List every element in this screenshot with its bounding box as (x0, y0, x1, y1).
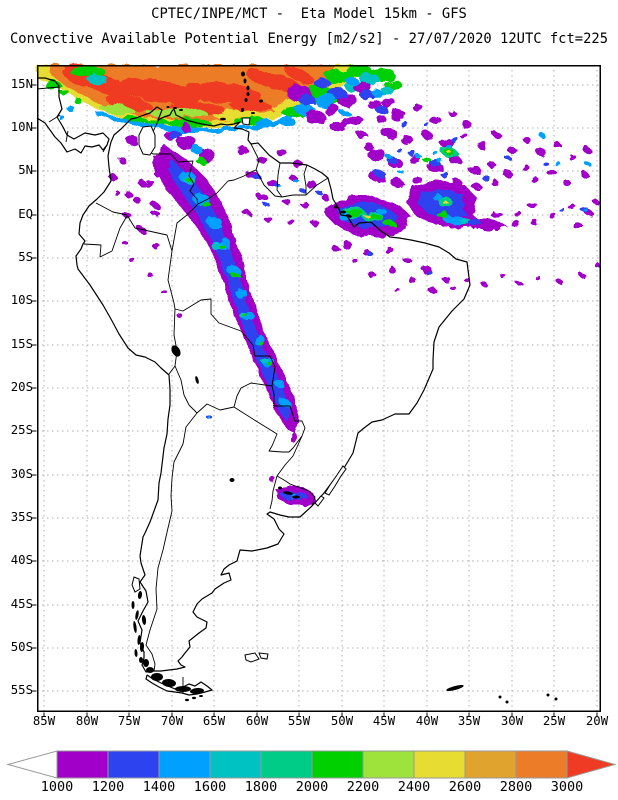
lon-label: 55W (287, 714, 311, 728)
lon-label: 75W (117, 714, 141, 728)
map-svg (31, 63, 601, 717)
colorbar-tick-label: 1800 (244, 779, 278, 795)
colorbar-tick-label: 1600 (193, 779, 227, 795)
colorbar-tick-label: 2200 (346, 779, 380, 795)
lat-label: 35S (10, 510, 33, 524)
lat-label: 50S (10, 640, 33, 654)
lon-label: 65W (202, 714, 226, 728)
lon-label: 30W (500, 714, 524, 728)
lat-label: 40S (10, 553, 33, 567)
lon-label: 70W (160, 714, 184, 728)
colorbar-tick-label: 2400 (397, 779, 431, 795)
lat-label: 55S (10, 683, 33, 697)
lat-label: 45S (10, 597, 33, 611)
colorbar-cell (158, 750, 211, 779)
colorbar (6, 750, 617, 779)
colorbar-tick-label: 1200 (91, 779, 125, 795)
colorbar-cell (56, 750, 109, 779)
colorbar-arrow-left (6, 750, 58, 779)
colorbar-cell (260, 750, 313, 779)
lon-label: 50W (330, 714, 354, 728)
lat-label: 5N (18, 163, 33, 177)
lat-label: 25S (10, 423, 33, 437)
colorbar-tick-label: 3000 (550, 779, 584, 795)
lat-label: 10N (10, 120, 33, 134)
lon-label: 35W (457, 714, 481, 728)
lat-label: 20S (10, 380, 33, 394)
lon-label: 25W (542, 714, 566, 728)
axis-ticks (31, 84, 598, 717)
lat-label: EQ (18, 207, 33, 221)
lon-label: 85W (32, 714, 56, 728)
lon-label: 45W (372, 714, 396, 728)
colorbar-cell (362, 750, 415, 779)
colorbar-cell (311, 750, 364, 779)
colorbar-cell (515, 750, 568, 779)
chart-title: CPTEC/INPE/MCT - Eta Model 15km - GFS (151, 6, 467, 22)
colorbar-tick-label: 2000 (295, 779, 329, 795)
chart-subtitle: Convective Available Potential Energy [m… (9, 31, 609, 47)
islands-and-lakes (131, 117, 347, 663)
lon-label: 80W (75, 714, 99, 728)
lon-label: 20W (585, 714, 609, 728)
lat-label: 10S (10, 293, 33, 307)
lon-label: 60W (245, 714, 269, 728)
colorbar-cell (209, 750, 262, 779)
colorbar-cell (107, 750, 160, 779)
colorbar-tick-label: 1400 (142, 779, 176, 795)
lon-label: 40W (415, 714, 439, 728)
colorbar-tick-label: 1000 (40, 779, 74, 795)
colorbar-cell (413, 750, 466, 779)
map-plot-area (31, 63, 601, 717)
lat-label: 15N (10, 77, 33, 91)
lat-label: 15S (10, 337, 33, 351)
colorbar-tick-label: 2600 (448, 779, 482, 795)
colorbar-tick-label: 2800 (499, 779, 533, 795)
lat-label: 30S (10, 467, 33, 481)
lat-label: 5S (18, 250, 33, 264)
colorbar-arrow-right (566, 750, 617, 779)
colorbar-cell (464, 750, 517, 779)
island-dots (131, 71, 558, 704)
map-frame-rect (37, 65, 601, 712)
cape-shaded-field (37, 63, 600, 506)
